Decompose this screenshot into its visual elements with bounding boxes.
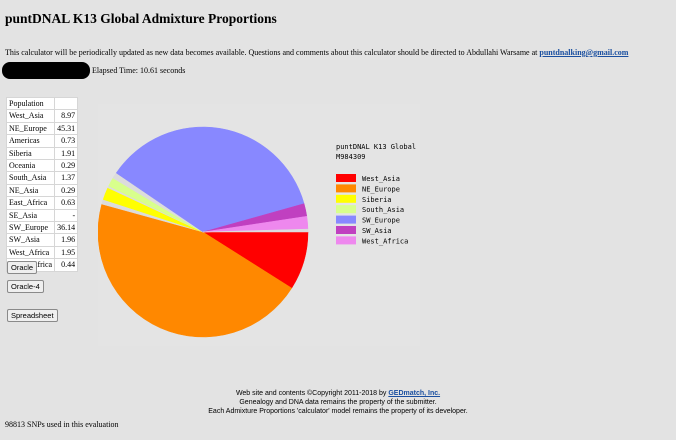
population-name: Oceania [5, 159, 56, 173]
legend-label: South_Asia [362, 206, 404, 214]
pie-slice-ne-europe [98, 203, 293, 338]
table-row: SW_Europe 36.14 [5, 221, 79, 235]
table-row: NE_Asia 0.29 [5, 183, 79, 198]
chart-title: puntDNAL K13 Global [336, 143, 416, 151]
population-value: 1.91 [54, 146, 79, 161]
table-row: Siberia 1.91 [5, 146, 79, 161]
intro-paragraph: This calculator will be periodically upd… [5, 48, 628, 57]
population-name: SW_Europe [5, 221, 56, 235]
legend-label: West_Africa [362, 237, 408, 245]
table-row: East_Africa 0.63 [5, 196, 79, 210]
redacted-kit-id [2, 62, 90, 79]
legend-label: West_Asia [362, 175, 400, 183]
contact-email-link[interactable]: puntdnalking@gmail.com [539, 48, 629, 57]
footer-line-3: Each Admixture Proportions 'calculator' … [208, 408, 468, 415]
spreadsheet-button[interactable]: Spreadsheet [7, 309, 58, 322]
population-value: 0.29 [54, 159, 79, 173]
table-header-row: Population [5, 96, 79, 111]
chart-legend: West_Asia NE_Europe Siberia South_Asia SW_Eu… [336, 174, 408, 245]
value-header [54, 96, 79, 111]
table-row: Oceania 0.29 [5, 159, 79, 173]
legend-label: NE_Europe [362, 185, 400, 193]
pie-chart: puntDNAL K13 Global M984309 West_Asia NE_… [98, 104, 420, 346]
pie-slice-south-africa [202, 228, 309, 233]
population-name: Americas [5, 134, 56, 148]
population-name: East_Africa [5, 196, 56, 210]
population-value: 1.37 [54, 171, 79, 185]
legend-swatch-siberia [336, 194, 356, 203]
oracle4-button[interactable]: Oracle-4 [7, 280, 44, 293]
footer: Web site and contents ©Copyright 2011-20… [150, 389, 526, 416]
population-value: 8.97 [54, 109, 79, 123]
population-name: West_Asia [5, 109, 56, 123]
footer-copyright-text: Web site and contents ©Copyright 2011-20… [235, 390, 389, 397]
population-value: 45.31 [54, 121, 79, 136]
legend-swatch-sw-asia [336, 226, 356, 234]
population-name: NE_Asia [5, 183, 56, 198]
pie-slice-sw-europe [115, 126, 305, 233]
legend-label: SW_Asia [362, 227, 392, 235]
population-name: SW_Asia [5, 233, 56, 247]
table-row: West_Africa 1.95 [5, 245, 79, 260]
population-value: - [54, 208, 79, 223]
table-row: SW_Asia 1.96 [5, 233, 79, 247]
table-row: Americas 0.73 [5, 134, 79, 148]
population-value: 0.44 [54, 258, 79, 272]
elapsed-time: Elapsed Time: 10.61 seconds [92, 66, 186, 75]
legend-swatch-west-africa [336, 236, 356, 245]
population-value: 0.73 [54, 134, 79, 148]
population-name: South_Asia [5, 171, 56, 185]
legend-swatch-ne-europe [336, 184, 356, 193]
footer-copyright: Web site and contents ©Copyright 2011-20… [150, 389, 526, 398]
admixture-table: Population West_Asia 8.97 NE_Europe 45.31 Am… [5, 96, 79, 272]
snps-used: 98813 SNPs used in this evaluation [5, 420, 119, 429]
legend-label: Siberia [362, 196, 392, 204]
legend-swatch-south-asia [336, 205, 356, 214]
legend-swatch-west-asia [336, 174, 356, 182]
footer-line-2: Genealogy and DNA data remains the prope… [239, 399, 437, 406]
population-value: 1.95 [54, 245, 79, 260]
population-name: NE_Europe [5, 121, 56, 136]
population-value: 36.14 [54, 221, 79, 235]
table-row: West_Asia 8.97 [5, 109, 79, 123]
legend-label: SW_Europe [362, 217, 400, 225]
legend-swatch-sw-europe [336, 215, 356, 224]
pie-chart-svg: puntDNAL K13 Global M984309 West_Asia NE_… [98, 126, 416, 338]
table-row: SE_Asia - [5, 208, 79, 223]
population-value: 0.63 [54, 196, 79, 210]
population-value: 0.29 [54, 183, 79, 198]
table-row: NE_Europe 45.31 [5, 121, 79, 136]
population-name: Siberia [5, 146, 56, 161]
population-value: 1.96 [54, 233, 79, 247]
table-row: South_Asia 1.37 [5, 171, 79, 185]
kit-line: Elapsed Time: 10.61 seconds [2, 62, 185, 79]
oracle-button[interactable]: Oracle [7, 261, 38, 274]
chart-subtitle: M984309 [336, 153, 366, 161]
population-header: Population [5, 96, 56, 111]
population-name: West_Africa [5, 245, 56, 260]
intro-text: This calculator will be periodically upd… [5, 48, 540, 57]
page-title: puntDNAL K13 Global Admixture Proportion… [5, 11, 277, 26]
pie-slices [98, 126, 309, 338]
gedmatch-link[interactable]: GEDmatch, Inc. [388, 390, 441, 397]
population-name: SE_Asia [5, 208, 56, 223]
